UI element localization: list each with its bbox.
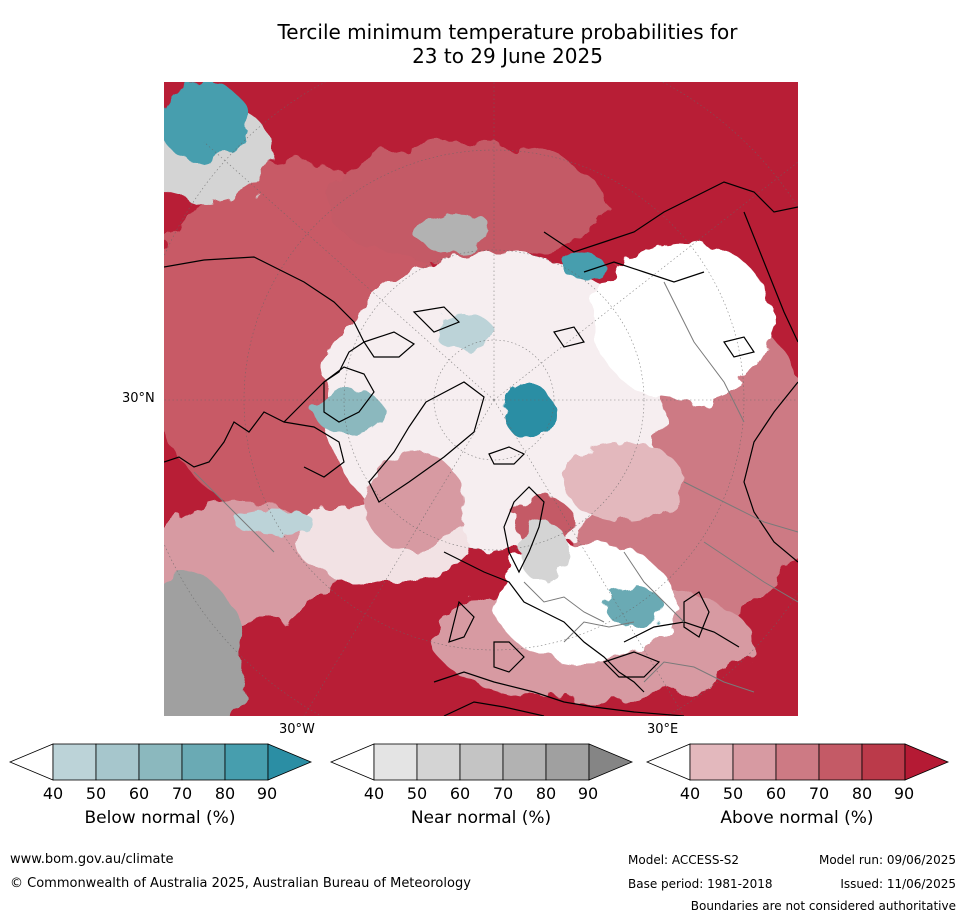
legend-tick: 70: [492, 784, 514, 803]
title-line-2: 23 to 29 June 2025: [412, 44, 603, 68]
copyright-text: © Commonwealth of Australia 2025, Austra…: [10, 876, 471, 891]
issued-text: Issued: 11/06/2025: [840, 877, 956, 891]
near-normal-legend: 40 50 60 70 80 90 Near normal (%): [329, 743, 634, 854]
legend-tick: 80: [535, 784, 557, 803]
legend-tick: 80: [214, 784, 236, 803]
above-normal-ticks: 40 50 60 70 80 90: [647, 784, 947, 804]
colorbar-segment: [689, 743, 734, 781]
legend-tick: 60: [128, 784, 150, 803]
colorbar-segment: [502, 743, 547, 781]
colorbar-segment: [416, 743, 461, 781]
colorbar-low-extension: [329, 743, 375, 781]
below-normal-legend: 40 50 60 70 80 90 Below normal (%): [8, 743, 313, 854]
above-normal-colorbar: [645, 743, 950, 781]
latitude-label-30n: 30°N: [122, 391, 155, 406]
legend-tick: 70: [171, 784, 193, 803]
disclaimer-text: Boundaries are not considered authoritat…: [690, 899, 956, 913]
colorbar-high-extension: [588, 743, 634, 781]
colorbar-segment: [775, 743, 820, 781]
colorbar-segment: [224, 743, 269, 781]
colorbar-segment: [861, 743, 906, 781]
model-text: Model: ACCESS-S2: [628, 853, 740, 867]
website-link[interactable]: www.bom.gov.au/climate: [10, 852, 174, 867]
colorbar-segment: [818, 743, 863, 781]
legend-tick: 50: [85, 784, 107, 803]
near-normal-title: Near normal (%): [410, 808, 552, 828]
above-normal-title: Above normal (%): [720, 808, 874, 828]
legend-tick: 50: [722, 784, 744, 803]
below-normal-colorbar: [8, 743, 313, 781]
legend-tick: 60: [765, 784, 787, 803]
colorbar-low-extension: [645, 743, 691, 781]
probability-map: [164, 82, 798, 716]
near-normal-colorbar: [329, 743, 634, 781]
legend-tick: 40: [42, 784, 64, 803]
legend-tick: 60: [449, 784, 471, 803]
colorbar-segment: [732, 743, 777, 781]
colorbar-segment: [181, 743, 226, 781]
colorbar-segment: [95, 743, 140, 781]
legend-tick: 50: [406, 784, 428, 803]
colorbar-high-extension: [267, 743, 313, 781]
legend-tick: 90: [577, 784, 599, 803]
colorbar-segment: [459, 743, 504, 781]
legend-tick: 70: [808, 784, 830, 803]
colorbar-segment: [138, 743, 183, 781]
near-normal-ticks: 40 50 60 70 80 90: [331, 784, 631, 804]
model-run-text: Model run: 09/06/2025: [818, 853, 956, 867]
longitude-label-30e: 30°E: [647, 722, 679, 737]
map-title: Tercile minimum temperature probabilitie…: [0, 20, 965, 68]
below-normal-title: Below normal (%): [84, 808, 236, 828]
base-period-text: Base period: 1981-2018: [628, 877, 773, 891]
legend-tick: 80: [851, 784, 873, 803]
above-normal-legend: 40 50 60 70 80 90 Above normal (%): [645, 743, 950, 854]
colorbar-segment: [545, 743, 590, 781]
legend-tick: 40: [679, 784, 701, 803]
map-graphic: [164, 82, 798, 716]
title-line-1: Tercile minimum temperature probabilitie…: [277, 20, 738, 44]
colorbar-high-extension: [904, 743, 950, 781]
longitude-label-30w: 30°W: [279, 722, 315, 737]
colorbar-segment: [52, 743, 97, 781]
colorbar-segment: [373, 743, 418, 781]
legend-tick: 90: [893, 784, 915, 803]
legend-tick: 90: [256, 784, 278, 803]
legend-tick: 40: [363, 784, 385, 803]
below-normal-ticks: 40 50 60 70 80 90: [10, 784, 310, 804]
colorbar-low-extension: [8, 743, 54, 781]
